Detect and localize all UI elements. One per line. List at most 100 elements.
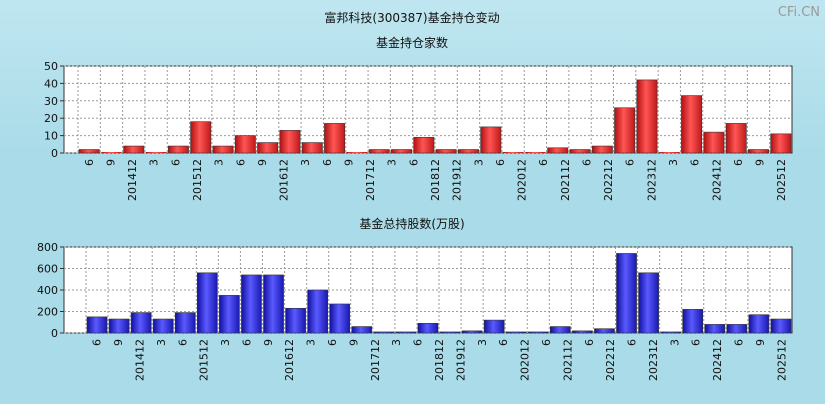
- bar-shares: [616, 253, 637, 334]
- bar-count: [346, 152, 368, 153]
- bar-shares: [682, 309, 704, 334]
- x-tick-label: 6: [537, 159, 550, 166]
- y-tick-label: 50: [44, 60, 58, 73]
- bar-count: [324, 123, 346, 154]
- x-tick-label: 3: [476, 339, 489, 346]
- x-tick-label: 6: [626, 339, 639, 346]
- bar-shares: [638, 272, 659, 334]
- bar-count: [458, 149, 479, 154]
- x-tick-label: 202212: [602, 159, 615, 201]
- bar-count: [659, 152, 680, 153]
- x-tick-label: 201612: [278, 159, 291, 201]
- bar-count: [480, 126, 502, 154]
- x-tick-label: 6: [412, 339, 425, 346]
- bar-count: [257, 142, 279, 154]
- x-tick-label: 3: [472, 159, 485, 166]
- chart-title-total-shares: 基金总持股数(万股): [359, 216, 464, 231]
- y-tick-label: 800: [37, 241, 58, 254]
- x-tick-label: 9: [342, 159, 355, 166]
- page-title: 富邦科技(300387)基金持仓变动: [324, 10, 499, 25]
- x-tick-label: 3: [668, 339, 681, 346]
- bar-count: [703, 131, 725, 154]
- x-tick-label: 3: [667, 159, 680, 166]
- y-tick-label: 0: [51, 327, 58, 340]
- x-tick-label: 3: [299, 159, 312, 166]
- x-tick-label: 201912: [451, 159, 464, 201]
- bar-count: [435, 149, 457, 154]
- x-tick-label: 3: [213, 159, 226, 166]
- x-tick-label: 6: [326, 339, 339, 346]
- x-tick-label: 6: [240, 339, 253, 346]
- x-tick-label: 201812: [429, 159, 442, 201]
- chart-title-holdings-count: 基金持仓家数: [376, 35, 448, 50]
- bar-shares: [748, 314, 770, 334]
- bar-shares: [704, 324, 726, 334]
- y-tick-label: 0: [51, 147, 58, 160]
- x-tick-label: 3: [148, 159, 161, 166]
- bar-shares: [660, 331, 681, 334]
- x-tick-label: 6: [176, 339, 189, 346]
- bar-shares: [373, 331, 395, 334]
- x-tick-label: 9: [754, 159, 767, 166]
- x-tick-label: 9: [256, 159, 269, 166]
- bar-shares: [241, 274, 262, 334]
- x-tick-label: 202012: [519, 339, 532, 381]
- bar-count: [748, 149, 769, 154]
- x-tick-label: 6: [689, 159, 702, 166]
- x-tick-label: 9: [262, 339, 275, 346]
- bar-shares: [285, 307, 306, 334]
- x-tick-label: 201512: [191, 159, 204, 201]
- x-tick-label: 201712: [364, 159, 377, 201]
- x-tick-label: 202212: [604, 339, 617, 381]
- bar-shares: [572, 330, 593, 334]
- x-tick-label: 9: [112, 339, 125, 346]
- bar-shares: [86, 316, 108, 334]
- x-tick-label: 6: [91, 339, 104, 346]
- x-tick-label: 201812: [433, 339, 446, 381]
- bar-shares: [174, 312, 196, 334]
- x-tick-label: 6: [497, 339, 510, 346]
- bar-shares: [351, 326, 373, 334]
- x-tick-label: 9: [104, 159, 117, 166]
- x-tick-label: 3: [305, 339, 318, 346]
- x-tick-label: 202512: [775, 159, 788, 201]
- bar-shares: [527, 331, 549, 334]
- bar-count: [614, 107, 636, 154]
- x-tick-label: 202312: [645, 159, 658, 201]
- bar-shares: [770, 318, 792, 334]
- x-tick-label: 3: [386, 159, 399, 166]
- x-tick-label: 3: [155, 339, 168, 346]
- y-tick-label: 20: [44, 112, 58, 125]
- bar-shares: [726, 324, 748, 334]
- x-tick-label: 202112: [559, 159, 572, 201]
- bar-count: [167, 145, 189, 154]
- bar-count: [78, 149, 100, 154]
- bar-count: [725, 123, 747, 154]
- bar-shares: [197, 272, 218, 334]
- x-tick-label: 201412: [126, 159, 139, 201]
- y-tick-label: 30: [44, 95, 58, 108]
- y-tick-label: 40: [44, 77, 58, 90]
- bar-count: [770, 133, 792, 154]
- bar-shares: [219, 295, 240, 334]
- x-tick-label: 6: [583, 339, 596, 346]
- x-tick-label: 6: [690, 339, 703, 346]
- x-tick-label: 6: [169, 159, 182, 166]
- x-tick-label: 3: [219, 339, 232, 346]
- bar-count: [413, 137, 435, 154]
- bar-count: [301, 142, 323, 154]
- watermark: CFi.CN: [778, 5, 820, 20]
- x-tick-label: 6: [321, 159, 334, 166]
- y-tick-label: 600: [37, 263, 58, 276]
- bar-shares: [263, 274, 284, 334]
- bar-count: [190, 121, 212, 154]
- bar-shares: [108, 318, 130, 334]
- bar-count: [279, 130, 301, 154]
- bar-count: [391, 149, 412, 154]
- bar-shares: [307, 289, 328, 334]
- bar-shares: [130, 312, 152, 334]
- bar-shares: [483, 319, 505, 334]
- x-tick-label: 202412: [711, 339, 724, 381]
- y-tick-label: 400: [37, 284, 58, 297]
